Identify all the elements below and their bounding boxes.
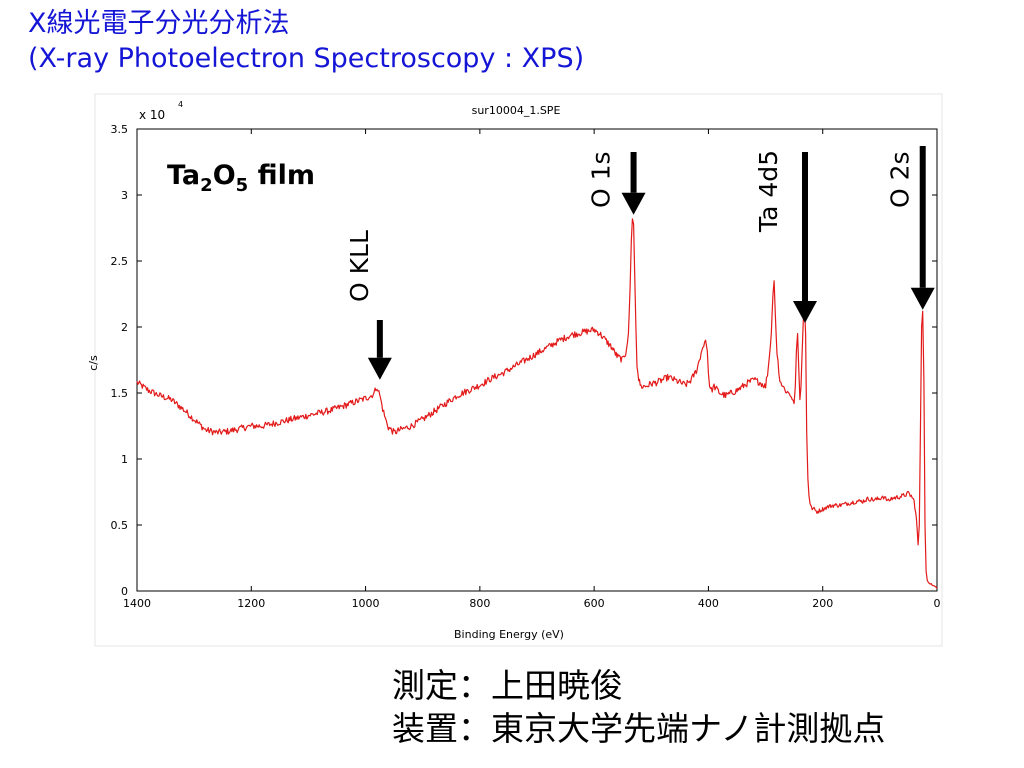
annotation-arrow-head	[910, 287, 935, 310]
plot-area	[136, 128, 938, 592]
annotation-label: Ta 4d5	[754, 150, 783, 233]
y-multiplier-label: x 10	[139, 108, 165, 122]
y-tick-label: 0	[121, 585, 128, 598]
x-tick-label: 1000	[352, 597, 380, 610]
sample-label-part: Ta	[167, 160, 200, 191]
sample-label: Ta2O5 film	[167, 160, 315, 196]
annotation-label: O 2s	[886, 151, 915, 208]
slide-title-japanese: X線光電子分光分析法	[28, 8, 290, 39]
chart-frame-background	[94, 93, 943, 647]
x-tick-label: 800	[469, 597, 490, 610]
slide-title: X線光電子分光分析法 (X-ray Photoelectron Spectros…	[28, 6, 584, 76]
y-tick-label: 3	[121, 189, 128, 202]
y-tick-label: 1	[121, 453, 128, 466]
sample-label-part: O	[213, 160, 236, 191]
x-tick-label: 400	[698, 597, 719, 610]
y-tick-label: 2.5	[111, 255, 129, 268]
axis-ticks: 1400 1200 1000 800 600 400 200 0 0 0.5 1 1.5 2 2.5 3 3.…	[111, 123, 941, 610]
y-tick-label: 0.5	[111, 519, 129, 532]
slide-title-english: (X-ray Photoelectron Spectroscopy : XPS)	[28, 43, 585, 74]
annotation-label: O 1s	[587, 151, 616, 208]
y-tick-label: 2	[121, 321, 128, 334]
annotation-label: O KLL	[345, 230, 374, 302]
annotation-arrow-head	[793, 301, 817, 323]
peak-annotations: O KLL O 1s Ta 4d5 O 2s	[345, 146, 935, 380]
sample-label-part: film	[248, 160, 315, 191]
instrument-credit: 装置：東京大学先端ナノ計測拠点	[392, 709, 886, 748]
annotation-arrow-head	[367, 357, 392, 380]
sample-label-subscript: 2	[200, 175, 213, 196]
sample-label-subscript: 5	[236, 175, 249, 196]
footer-credits: 測定：上田暁俊 装置：東京大学先端ナノ計測拠点	[392, 664, 885, 750]
x-tick-label: 200	[812, 597, 833, 610]
chart-title: sur10004_1.SPE	[472, 104, 561, 117]
annotation-arrow-head	[621, 192, 646, 215]
y-tick-label: 3.5	[111, 123, 129, 136]
x-tick-label: 0	[934, 597, 941, 610]
plot-border	[136, 128, 938, 592]
x-tick-label: 600	[584, 597, 605, 610]
spectrum-series-line	[136, 218, 938, 589]
measurement-credit: 測定：上田暁俊	[392, 666, 623, 705]
x-tick-label: 1400	[123, 597, 151, 610]
y-axis-label: c/s	[87, 355, 100, 371]
x-axis-label: Binding Energy (eV)	[454, 628, 564, 641]
y-multiplier-exponent: 4	[178, 100, 183, 109]
x-tick-label: 1200	[237, 597, 265, 610]
y-tick-label: 1.5	[111, 387, 129, 400]
